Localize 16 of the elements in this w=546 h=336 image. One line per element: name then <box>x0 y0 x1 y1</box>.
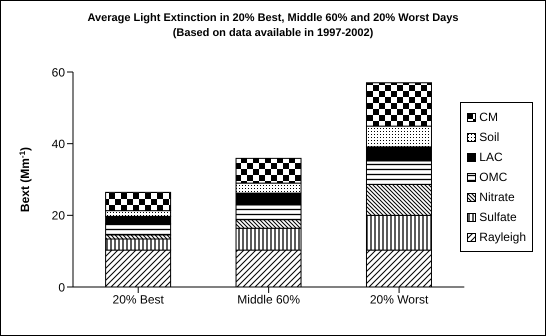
y-tick-label: 60 <box>52 65 66 80</box>
y-tick-label: 20 <box>52 208 66 223</box>
legend-label: LAC <box>479 150 503 164</box>
chart-subtitle: (Based on data available in 1997-2002) <box>172 26 374 41</box>
legend-label: Sulfate <box>479 210 517 224</box>
legend-label: OMC <box>479 170 508 184</box>
chart-title: Average Light Extinction in 20% Best, Middle 60% and 20% Worst Days <box>86 11 460 26</box>
legend-label: Soil <box>479 130 500 144</box>
x-tick-label: 20% Worst <box>370 292 429 307</box>
y-tick-label: 0 <box>58 280 66 294</box>
x-tick-label: Middle 60% <box>237 292 300 307</box>
x-tick-label: 20% Best <box>112 292 165 307</box>
y-tick-label: 40 <box>52 136 66 151</box>
legend-label: CM <box>479 110 498 124</box>
legend-label: Rayleigh <box>479 230 526 244</box>
legend-label: Nitrate <box>479 190 515 204</box>
